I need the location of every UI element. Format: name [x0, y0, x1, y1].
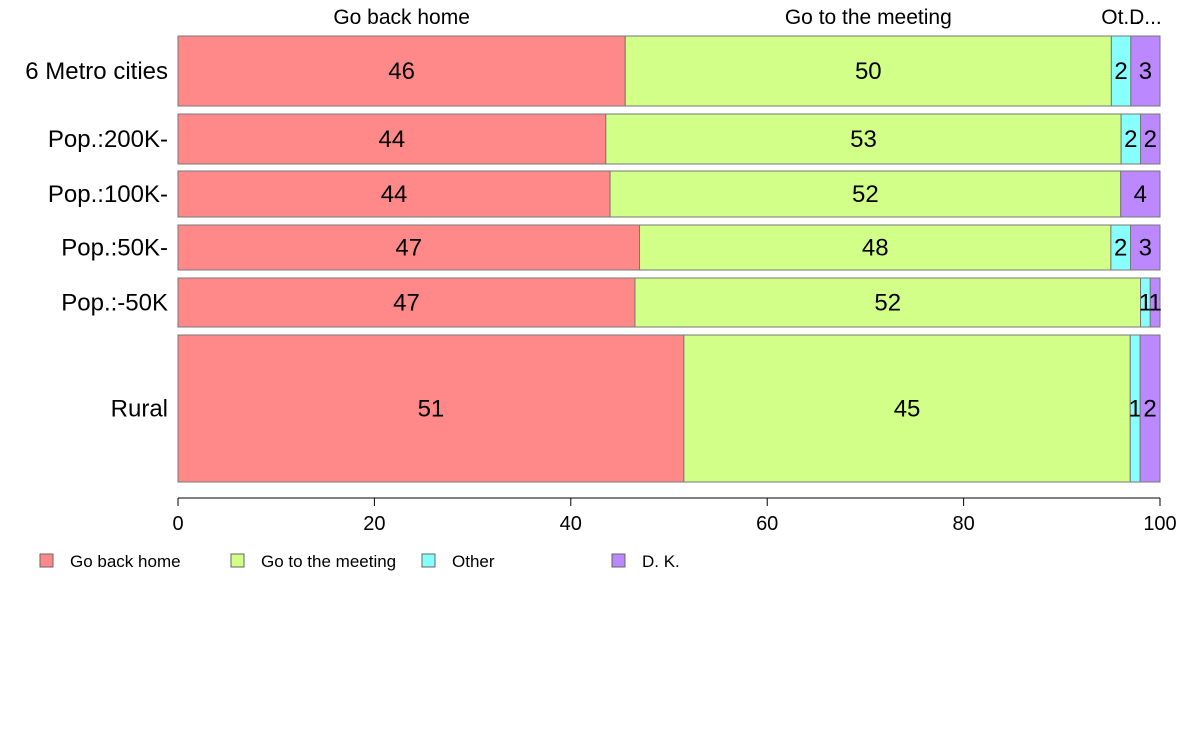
data-label: 2	[1124, 126, 1137, 153]
data-label: 47	[395, 235, 422, 262]
category-label: Pop.:200K-	[48, 126, 168, 153]
data-label: 47	[393, 290, 420, 317]
x-tick-label: 0	[172, 513, 183, 535]
bar-segment	[177, 334, 685, 483]
data-label: 53	[850, 126, 877, 153]
data-label: 3	[1139, 235, 1152, 262]
legend-swatch	[611, 553, 626, 568]
bar-segment	[177, 224, 641, 271]
legend-label: Go back home	[70, 552, 181, 571]
data-label: 52	[852, 181, 879, 208]
bar-segment	[1130, 224, 1161, 271]
data-label: 2	[1143, 396, 1156, 423]
series-top-label: Go to the meeting	[785, 6, 952, 29]
bar-segment	[634, 277, 1142, 328]
data-label: 4	[1134, 181, 1147, 208]
series-top-label: Ot...	[1101, 6, 1141, 29]
data-label: 44	[381, 181, 408, 208]
data-label: 2	[1144, 126, 1157, 153]
series-top-label: Go back home	[333, 6, 470, 29]
bar-segment	[605, 113, 1122, 165]
data-label: 52	[874, 290, 901, 317]
category-label: Pop.:100K-	[48, 181, 168, 208]
data-label: 45	[894, 396, 921, 423]
legend-label: Other	[452, 552, 495, 571]
legend-item: Go back home	[39, 552, 181, 571]
legend-label: D. K.	[642, 552, 680, 571]
x-tick-label: 100	[1143, 513, 1176, 535]
bar-segment	[1120, 170, 1161, 218]
legend-item: D. K.	[611, 552, 680, 571]
legend: Go back home Go to the meeting Other D. K.	[39, 552, 680, 571]
data-label: 1	[1139, 290, 1152, 317]
x-tick-label: 80	[952, 513, 974, 535]
bar-segment	[1149, 277, 1161, 328]
top-labels: Go back home Go to the meeting Ot...D...	[333, 6, 1161, 29]
data-label: 1	[1148, 290, 1161, 317]
bar-segment	[177, 170, 611, 218]
legend-item: Go to the meeting	[230, 552, 396, 571]
data-label: 48	[862, 235, 889, 262]
data-label: 50	[855, 58, 882, 85]
legend-item: Other	[421, 552, 495, 571]
bar-segment	[1130, 35, 1161, 107]
bar-segment	[177, 277, 636, 328]
category-label: Pop.:50K-	[61, 235, 168, 262]
data-label: 1	[1129, 396, 1142, 423]
bar-segment	[639, 224, 1112, 271]
bar-segment	[1139, 334, 1161, 483]
data-label: 2	[1114, 235, 1127, 262]
bar-segment	[609, 170, 1122, 218]
legend-swatch	[421, 553, 436, 568]
legend-swatch	[230, 553, 245, 568]
legend-swatch	[39, 553, 54, 568]
x-tick-label: 60	[756, 513, 778, 535]
data-label: 51	[418, 396, 445, 423]
bar-segment	[624, 35, 1112, 107]
category-label: 6 Metro cities	[25, 58, 168, 85]
x-axis: 0 20 40 60 80 100	[172, 497, 1177, 535]
category-label: Rural	[111, 396, 168, 423]
legend-label: Go to the meeting	[261, 552, 396, 571]
bar-segment	[177, 113, 607, 165]
series-top-label: D...	[1129, 6, 1162, 29]
x-tick-label: 20	[363, 513, 385, 535]
category-label: Pop.:-50K	[61, 290, 168, 317]
x-tick-label: 40	[560, 513, 582, 535]
data-label: 44	[379, 126, 406, 153]
data-label: 46	[388, 58, 415, 85]
bar-segment	[1140, 113, 1161, 165]
data-label: 3	[1139, 58, 1152, 85]
category-labels: 6 Metro cities Pop.:200K- Pop.:100K- Pop.:5…	[25, 58, 168, 423]
data-label: 2	[1114, 58, 1127, 85]
bar-segment	[683, 334, 1131, 483]
